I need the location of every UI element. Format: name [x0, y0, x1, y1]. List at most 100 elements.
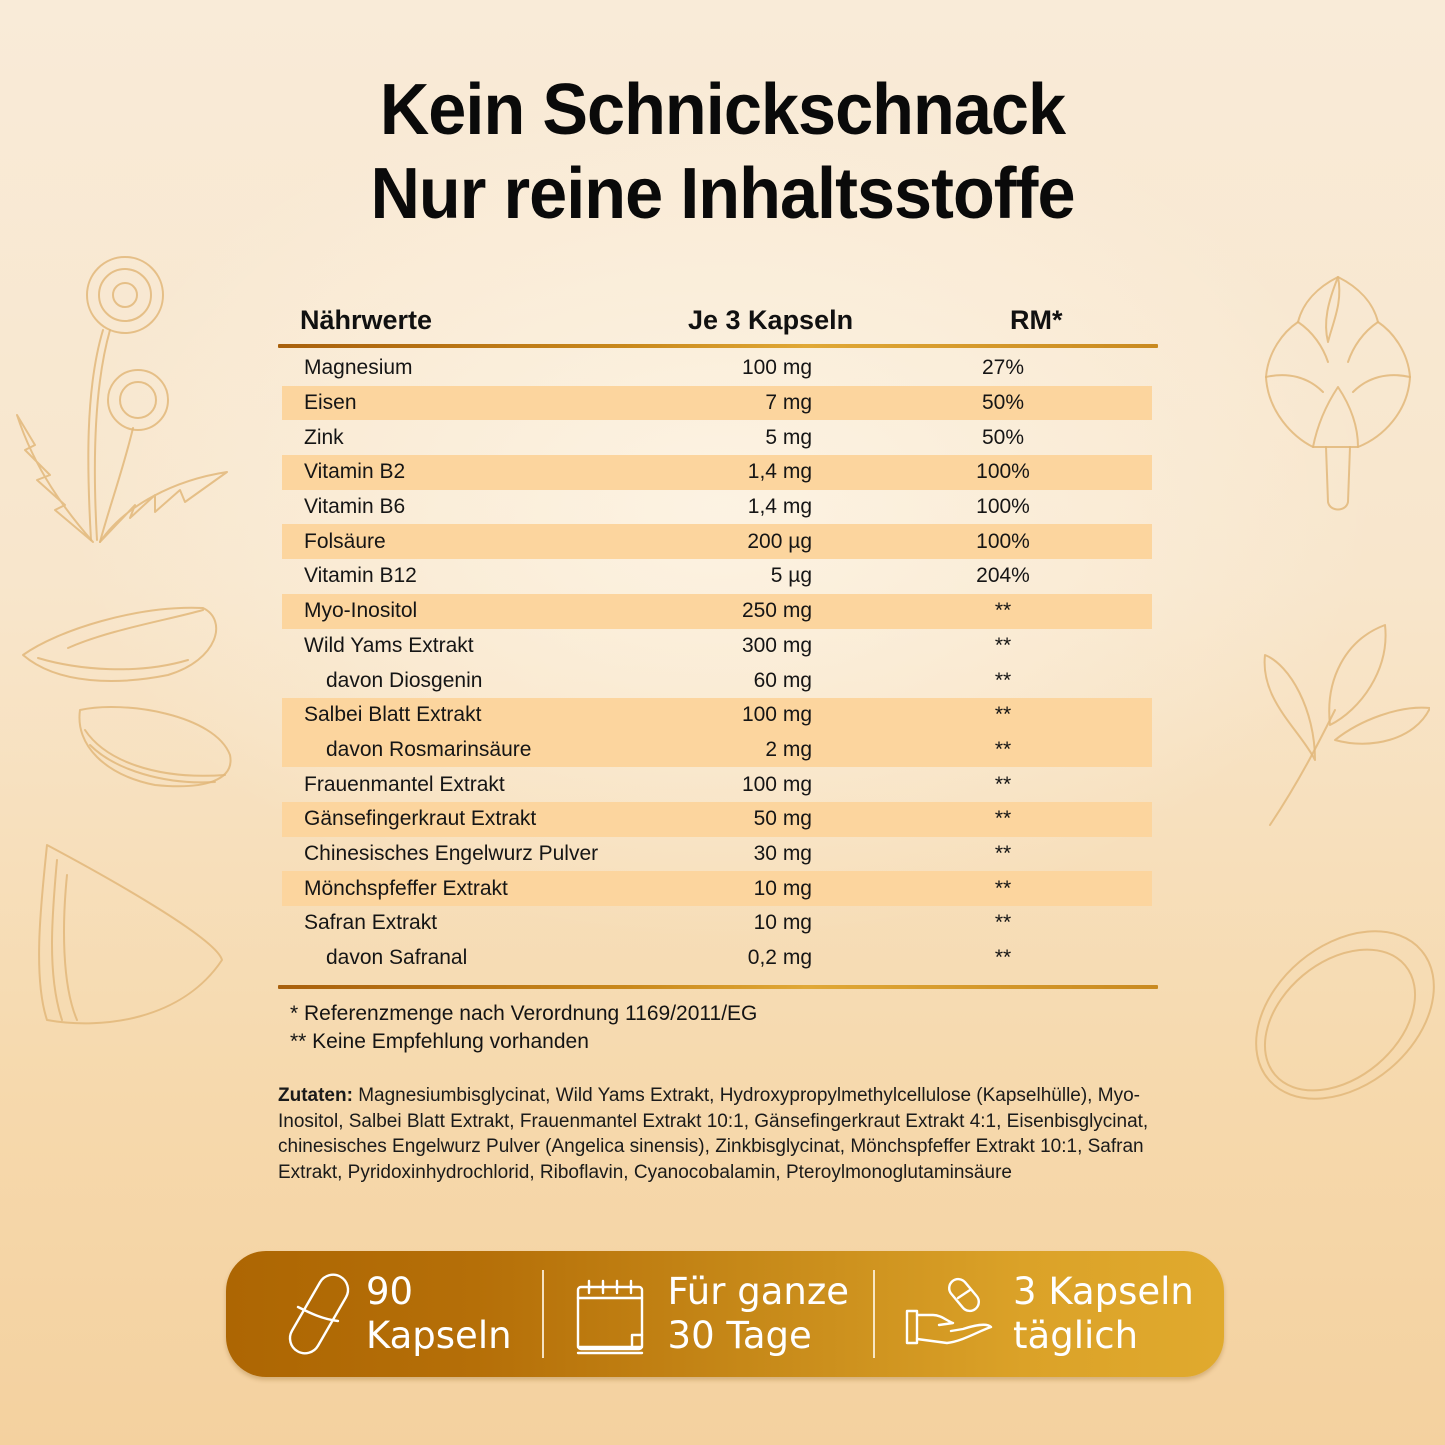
nutrient-name: Salbei Blatt Extrakt [304, 703, 482, 727]
feature-duration: Für ganze 30 Tage [574, 1251, 849, 1377]
table-row: davon Rosmarinsäure 2 mg ** [282, 732, 1152, 768]
nutrient-rm: ** [812, 703, 1033, 727]
nutrient-rm-value: ** [994, 772, 1012, 796]
nutrient-rm: 27% [812, 356, 1033, 380]
nutrient-rm: ** [812, 634, 1033, 658]
nutrient-rm: ** [812, 738, 1033, 762]
nutrient-rm-value: ** [994, 668, 1012, 692]
nutrient-rm-value: 100% [976, 460, 1030, 484]
nutrient-name: Wild Yams Extrakt [304, 633, 474, 657]
nutrient-rm: ** [812, 807, 1033, 831]
nutrient-name: Eisen [304, 391, 357, 415]
nutrient-amount: 1,4 mg [747, 495, 812, 519]
nutrient-rm: ** [812, 911, 1033, 935]
nutrient-name: Vitamin B12 [304, 564, 417, 588]
footnote-no-recommendation: ** Keine Empfehlung vorhanden [290, 1030, 589, 1053]
nutrient-name: Mönchspfeffer Extrakt [304, 876, 508, 900]
seed-shell-illustration-2 [75, 700, 235, 800]
table-row: Salbei Blatt Extrakt 100 mg ** [282, 697, 1152, 733]
nutrient-name: Zink [304, 425, 344, 449]
footnote-reference: * Referenzmenge nach Verordnung 1169/201… [290, 1002, 758, 1025]
nutrient-amount: 100 mg [741, 356, 812, 380]
nutrient-rm-value: ** [994, 841, 1012, 865]
artichoke-illustration [1258, 262, 1418, 517]
nutrient-amount: 100 mg [741, 772, 812, 796]
nutrient-name: Safran Extrakt [304, 911, 438, 935]
nutrient-name: davon Diosgenin [326, 668, 483, 692]
header-rule [278, 344, 1158, 348]
leaf-sprig-illustration [1240, 600, 1430, 840]
table-row: Mönchspfeffer Extrakt 10 mg ** [282, 871, 1152, 906]
nutrient-rm-value: ** [994, 599, 1012, 623]
nutrient-rm: ** [812, 946, 1033, 970]
table-row: Frauenmantel Extrakt 100 mg ** [282, 767, 1152, 802]
nutrient-amount: 60 mg [753, 668, 812, 692]
feature-capsule-text: 90 Kapseln [366, 1270, 512, 1357]
nutrient-name: Myo-Inositol [304, 599, 418, 623]
nutrient-amount: 300 mg [741, 633, 812, 657]
nutrient-rm: ** [812, 773, 1033, 797]
nutrient-amount: 30 mg [753, 841, 812, 865]
nutrient-amount: 50 mg [753, 807, 812, 831]
nutrient-rm-value: 27% [981, 356, 1025, 380]
nutrient-rm-value: 100% [976, 495, 1030, 519]
banner-divider-1 [541, 1270, 544, 1358]
nutrient-rm-value: ** [994, 911, 1012, 935]
ingredients-label: Zutaten: [278, 1085, 353, 1106]
nutrient-name: Chinesisches Engelwurz Pulver [304, 841, 599, 865]
header-amount: Je 3 Kapseln [688, 304, 854, 335]
nutrient-amount: 0,2 mg [747, 946, 812, 970]
nutrient-amount: 250 mg [741, 599, 812, 623]
feature-dosage: 3 Kapseln täglich [903, 1251, 1194, 1377]
nutrient-rm: 50% [812, 391, 1033, 415]
feature-dosage-text: 3 Kapseln täglich [1013, 1270, 1194, 1357]
header-nutrients: Nährwerte [300, 304, 433, 335]
hand-capsule-icon [903, 1269, 995, 1359]
nutrient-rm-value: 100% [976, 529, 1030, 553]
calendar-icon [574, 1269, 646, 1359]
nutrition-table: Nährwerte Je 3 Kapseln RM* Magnesium 100 … [278, 296, 1158, 990]
nutrient-rm: 50% [812, 426, 1033, 450]
nutrient-name: davon Safranal [326, 946, 468, 970]
table-header: Nährwerte Je 3 Kapseln RM* [278, 296, 1158, 344]
nutrient-name: Folsäure [304, 529, 386, 553]
nutrient-amount: 5 mg [765, 425, 812, 449]
dandelion-illustration [5, 250, 230, 550]
nutrient-rm: 100% [812, 460, 1033, 484]
nutrient-amount: 1,4 mg [747, 460, 812, 484]
nutrient-amount: 2 mg [765, 737, 812, 761]
table-row: Safran Extrakt 10 mg ** [282, 906, 1152, 941]
table-row: Vitamin B12 5 µg 204% [282, 559, 1152, 594]
capsule-icon [282, 1269, 356, 1359]
nutrient-name: Gänsefingerkraut Extrakt [304, 807, 537, 831]
almond-illustration [1240, 925, 1440, 1105]
feature-banner: 90 Kapseln Für ganze 30 Tage [226, 1251, 1224, 1377]
table-row: Zink 5 mg 50% [282, 420, 1152, 455]
headline-line-1: Kein Schnickschnack [379, 70, 1066, 150]
table-row: Myo-Inositol 250 mg ** [282, 593, 1152, 629]
nutrient-amount: 10 mg [753, 876, 812, 900]
seed-shell-illustration-1 [18, 600, 218, 690]
nutrient-name: davon Rosmarinsäure [326, 737, 532, 761]
table-row: Gänsefingerkraut Extrakt 50 mg ** [282, 801, 1152, 837]
table-row: Wild Yams Extrakt 300 mg ** [282, 629, 1152, 664]
seed-triangle-illustration [22, 835, 232, 1035]
nutrient-rm: 100% [812, 530, 1033, 554]
nutrient-rm-value: ** [994, 737, 1012, 761]
table-row: davon Diosgenin 60 mg ** [282, 663, 1152, 698]
table-row: davon Safranal 0,2 mg ** [282, 941, 1152, 976]
banner-divider-2 [873, 1270, 876, 1358]
nutrient-name: Magnesium [304, 356, 413, 380]
nutrient-rm: 100% [812, 495, 1033, 519]
table-row: Folsäure 200 µg 100% [282, 524, 1152, 560]
feature-duration-text: Für ganze 30 Tage [667, 1270, 850, 1357]
table-row: Magnesium 100 mg 27% [282, 351, 1152, 386]
nutrient-rm: ** [812, 842, 1033, 866]
footer-rule [278, 985, 1158, 990]
headline: Kein Schnickschnack Nur reine Inhaltssto… [0, 68, 1445, 236]
feature-capsule-count: 90 Kapseln [282, 1251, 512, 1377]
nutrient-rm-value: ** [994, 633, 1012, 657]
nutrient-amount: 5 µg [770, 564, 812, 588]
ingredients-list: Magnesiumbisglycinat, Wild Yams Extrakt,… [278, 1085, 1149, 1183]
nutrient-amount: 10 mg [753, 911, 812, 935]
